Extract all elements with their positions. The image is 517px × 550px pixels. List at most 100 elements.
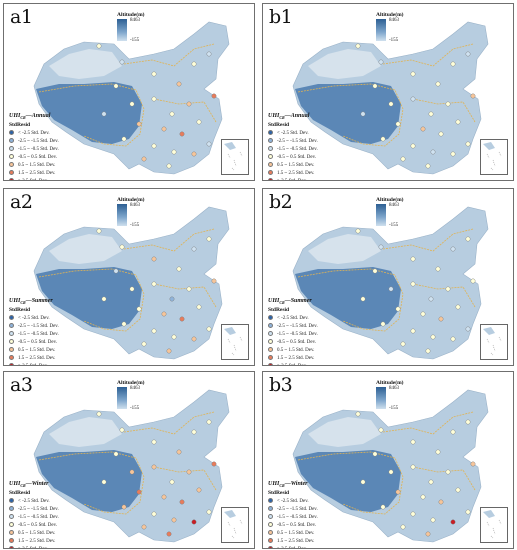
altitude-high: 8463	[130, 18, 140, 23]
station-marker	[450, 336, 456, 342]
station-marker	[196, 304, 202, 310]
station-marker	[166, 163, 172, 169]
station-marker	[445, 469, 451, 475]
title-sub: CR	[20, 115, 26, 121]
panel-label: a2	[10, 191, 33, 213]
legend-dot-icon	[9, 170, 14, 176]
legend-dot-icon	[9, 530, 14, 536]
station-marker	[470, 93, 476, 99]
legend-row-label: -2.5 ~ -1.5 Std. Dev.	[277, 507, 318, 512]
station-marker	[430, 149, 436, 155]
station-marker	[96, 43, 102, 49]
altitude-high: 8463	[130, 203, 140, 208]
station-marker	[161, 311, 167, 317]
legend-row-label: -0.5 ~ 0.5 Std. Dev.	[18, 523, 58, 528]
station-marker	[410, 511, 416, 517]
station-marker	[420, 494, 426, 500]
legend-dot-icon	[9, 347, 14, 353]
region-boundary-east	[153, 98, 217, 123]
station-marker	[388, 286, 394, 292]
legend-row: -2.5 ~ -1.5 Std. Dev.	[9, 323, 149, 331]
legend-dot-icon	[9, 315, 14, 321]
tarim-basin	[49, 417, 122, 447]
station-marker	[395, 306, 401, 312]
station-marker	[211, 461, 217, 467]
station-marker	[355, 43, 361, 49]
station-marker	[206, 51, 212, 57]
legend-sublabel: StdResid	[9, 122, 31, 128]
altitude-legend: Altitude(m) 8463 -155	[117, 380, 187, 414]
altitude-high: 8463	[130, 386, 140, 391]
legend-dot-icon	[268, 355, 273, 361]
legend-row-label: -0.5 ~ 0.5 Std. Dev.	[277, 523, 317, 528]
station-marker	[166, 348, 172, 354]
altitude-color-bar	[117, 204, 127, 226]
legend-dot-icon	[268, 522, 273, 528]
station-marker	[151, 143, 157, 149]
residual-legend: UHICR—Winter StdResid < -2.5 Std. Dev. -2.5…	[268, 480, 408, 548]
china-altitude-map	[33, 21, 230, 175]
station-marker	[378, 59, 384, 65]
altitude-low: -155	[130, 223, 140, 228]
station-marker	[380, 321, 386, 327]
tibetan-plateau	[295, 267, 401, 329]
legend-sublabel: StdResid	[9, 490, 31, 496]
region-boundary-north	[123, 43, 215, 67]
legend-dot-icon	[9, 522, 14, 528]
inset-map	[224, 142, 243, 171]
map-panel-b1: b1 Altitude(m) 8463 -155 UHICR—Annual StdResi…	[262, 3, 514, 181]
station-marker	[171, 149, 177, 155]
title-main: UHI	[268, 481, 280, 487]
china-altitude-map	[292, 206, 489, 360]
legend-dot-icon	[268, 546, 273, 548]
tibetan-plateau	[295, 450, 401, 512]
legend-dot-icon	[268, 170, 273, 176]
station-marker	[470, 278, 476, 284]
legend-dot-icon	[9, 323, 14, 329]
altitude-legend: Altitude(m) 8463 -155	[376, 380, 446, 414]
title-sub: CR	[279, 483, 285, 489]
station-marker	[378, 427, 384, 433]
legend-dot-icon	[9, 546, 14, 548]
station-marker	[129, 469, 135, 475]
station-marker	[171, 334, 177, 340]
station-marker	[191, 246, 197, 252]
station-marker	[465, 141, 471, 147]
legend-row-label: -1.5 ~ -0.5 Std. Dev.	[277, 147, 318, 152]
station-marker	[101, 111, 107, 117]
station-marker	[428, 296, 434, 302]
legend-row-label: < -2.5 Std. Dev.	[277, 316, 309, 321]
station-marker	[141, 156, 147, 162]
map-panel-a1: a1 Altitude(m) 8463 -155 UHICR—Annual StdResi…	[3, 3, 255, 181]
legend-row: -1.5 ~ -0.5 Std. Dev.	[9, 146, 149, 154]
station-marker	[395, 489, 401, 495]
station-marker	[450, 429, 456, 435]
legend-row-label: -0.5 ~ 0.5 Std. Dev.	[18, 155, 58, 160]
legend-row-label: -2.5 ~ -1.5 Std. Dev.	[18, 324, 59, 329]
station-marker	[410, 256, 416, 262]
station-marker	[161, 494, 167, 500]
station-marker	[465, 51, 471, 57]
legend-row-label: > 2.5 Std. Dev.	[277, 547, 307, 548]
station-marker	[121, 321, 127, 327]
legend-dot-icon	[9, 339, 14, 345]
legend-dot-icon	[9, 498, 14, 504]
legend-row: -1.5 ~ -0.5 Std. Dev.	[268, 514, 408, 522]
residual-legend: UHICR—Annual StdResid < -2.5 Std. Dev. -2.5…	[9, 112, 149, 180]
station-marker	[465, 236, 471, 242]
legend-dot-icon	[268, 323, 273, 329]
altitude-title: Altitude(m)	[117, 12, 145, 18]
altitude-color-bar	[376, 19, 386, 41]
legend-row: -1.5 ~ -0.5 Std. Dev.	[9, 514, 149, 522]
station-marker	[360, 479, 366, 485]
legend-row-label: 0.5 ~ 1.5 Std. Dev.	[18, 531, 56, 536]
title-main: UHI	[268, 298, 280, 304]
inset-map	[224, 327, 243, 356]
south-china-sea-inset	[221, 139, 249, 175]
legend-row-label: 1.5 ~ 2.5 Std. Dev.	[18, 539, 56, 544]
legend-row: > 2.5 Std. Dev.	[9, 546, 149, 548]
station-marker	[400, 341, 406, 347]
legend-sublabel: StdResid	[268, 307, 290, 313]
station-marker	[438, 131, 444, 137]
panel-label: b1	[269, 6, 293, 28]
